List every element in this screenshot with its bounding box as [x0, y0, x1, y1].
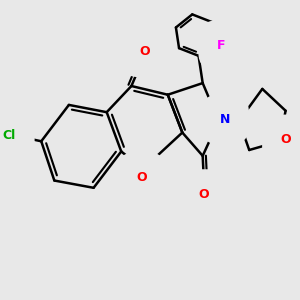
Text: Cl: Cl	[3, 129, 16, 142]
Text: O: O	[199, 188, 209, 201]
Text: F: F	[217, 39, 226, 52]
Text: N: N	[220, 113, 230, 126]
Text: O: O	[281, 133, 292, 146]
Text: O: O	[139, 46, 150, 59]
Text: O: O	[136, 171, 147, 184]
